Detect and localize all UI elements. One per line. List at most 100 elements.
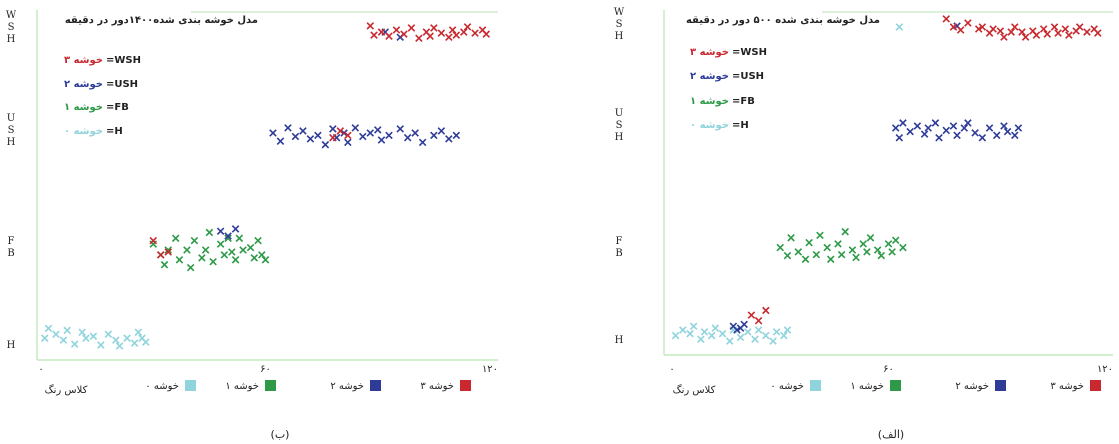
point-cluster-1 [827,255,835,264]
point-cluster-0 [769,337,777,345]
point-cluster-1 [190,236,199,245]
point-cluster-3 [964,19,972,27]
point-cluster-3 [407,24,416,32]
point-cluster-0 [78,328,86,337]
bottom-legend-item: خوشه ۱ [225,380,276,392]
point-cluster-3 [329,133,337,142]
point-cluster-2 [306,135,315,143]
point-cluster-0 [783,326,792,334]
panel-caption: (ب) [271,428,290,441]
bottom-legend-item: خوشه ۳ [1050,380,1101,392]
point-cluster-2 [269,129,277,137]
point-cluster-3 [949,23,958,31]
point-cluster-0 [63,326,71,335]
point-cluster-3 [366,22,375,30]
point-cluster-3 [471,29,479,37]
point-cluster-3 [974,25,983,33]
point-cluster-1 [171,234,180,243]
point-cluster-3 [1065,31,1073,39]
point-cluster-3 [164,248,172,256]
point-cluster-3 [344,131,352,140]
point-cluster-0 [744,328,752,336]
point-cluster-2 [1014,124,1023,132]
point-cluster-1 [852,253,860,262]
point-cluster-0 [130,339,139,347]
point-cluster-0 [89,332,98,341]
point-cluster-0 [772,328,781,336]
point-cluster-1 [823,243,831,252]
point-cluster-0 [725,337,734,345]
legend-swatch [810,380,821,391]
point-cluster-3 [400,30,408,38]
point-cluster-0 [707,331,716,340]
point-cluster-3 [392,26,401,34]
bottom-legend-label: خوشه ۲ [330,381,364,392]
point-cluster-2 [216,227,225,236]
legend-swatch [1090,380,1101,391]
point-cluster-3 [754,316,763,325]
point-cluster-2 [321,140,330,149]
point-cluster-2 [284,124,292,132]
point-cluster-0 [123,334,131,342]
point-cluster-1 [841,227,849,236]
point-cluster-3 [463,23,472,31]
legend-entry-fb: خوشه ۱ =FB [690,96,755,107]
point-cluster-2 [276,137,285,145]
bottom-legend-label: خوشه ۳ [1050,381,1084,392]
legend-entry-wsh: خوشه ۳ =WSH [64,55,141,66]
point-cluster-0 [112,336,120,344]
point-cluster-3 [1050,23,1059,31]
point-cluster-3 [460,28,468,36]
point-cluster-2 [231,225,240,233]
point-cluster-1 [863,248,871,256]
point-cluster-2 [437,127,446,135]
point-cluster-2 [733,326,741,334]
point-cluster-2 [418,138,427,147]
point-cluster-0 [142,338,150,346]
point-cluster-3 [989,25,997,33]
point-cluster-2 [899,119,907,127]
point-cluster-1 [261,256,270,264]
point-cluster-3 [1054,29,1062,37]
point-cluster-3 [1039,25,1048,33]
point-cluster-1 [239,246,247,254]
point-cluster-3 [149,236,158,245]
point-cluster-1 [891,236,900,245]
point-cluster-2 [359,132,367,141]
y-label-h: H [7,340,16,351]
point-cluster-1 [164,246,172,254]
point-cluster-3 [978,23,987,31]
point-cluster-1 [160,260,169,269]
scatter-chart: مدل خوشه بندی شده ۵۰۰ دور در دقیقه W S H U S H… [614,7,1113,441]
point-cluster-0 [689,322,698,331]
x-tick-label: ۱۲۰ [482,364,498,375]
point-cluster-1 [888,248,896,256]
point-cluster-1 [216,240,225,248]
bottom-legend-label: خوشه ۰ [770,381,804,392]
point-cluster-0 [697,335,705,344]
point-cluster-3 [1018,28,1026,36]
legend-entry-ush: خوشه ۲ =USH [690,71,764,82]
point-cluster-2 [366,129,375,137]
point-cluster-3 [385,32,393,40]
bottom-legend-item: خوشه ۲ [955,380,1006,392]
point-cluster-1 [198,254,206,262]
point-cluster-2 [452,131,461,140]
point-cluster-2 [924,124,932,132]
point-cluster-1 [235,234,244,243]
legend-entry-fb: خوشه ۱ =FB [64,102,129,113]
point-cluster-3 [445,33,453,41]
point-cluster-1 [228,248,236,256]
point-cluster-0 [679,326,687,334]
point-cluster-0 [736,333,745,342]
point-cluster-2 [396,125,404,133]
point-cluster-0 [686,329,694,338]
chart-title: مدل خوشه بندی شده ۵۰۰ دور در دقیقه [686,15,880,26]
color-class-label: کلاس رنگ [673,384,716,396]
point-cluster-2 [942,126,950,135]
point-cluster-2 [740,320,748,329]
point-cluster-2 [224,232,232,240]
point-cluster-1 [776,243,785,252]
